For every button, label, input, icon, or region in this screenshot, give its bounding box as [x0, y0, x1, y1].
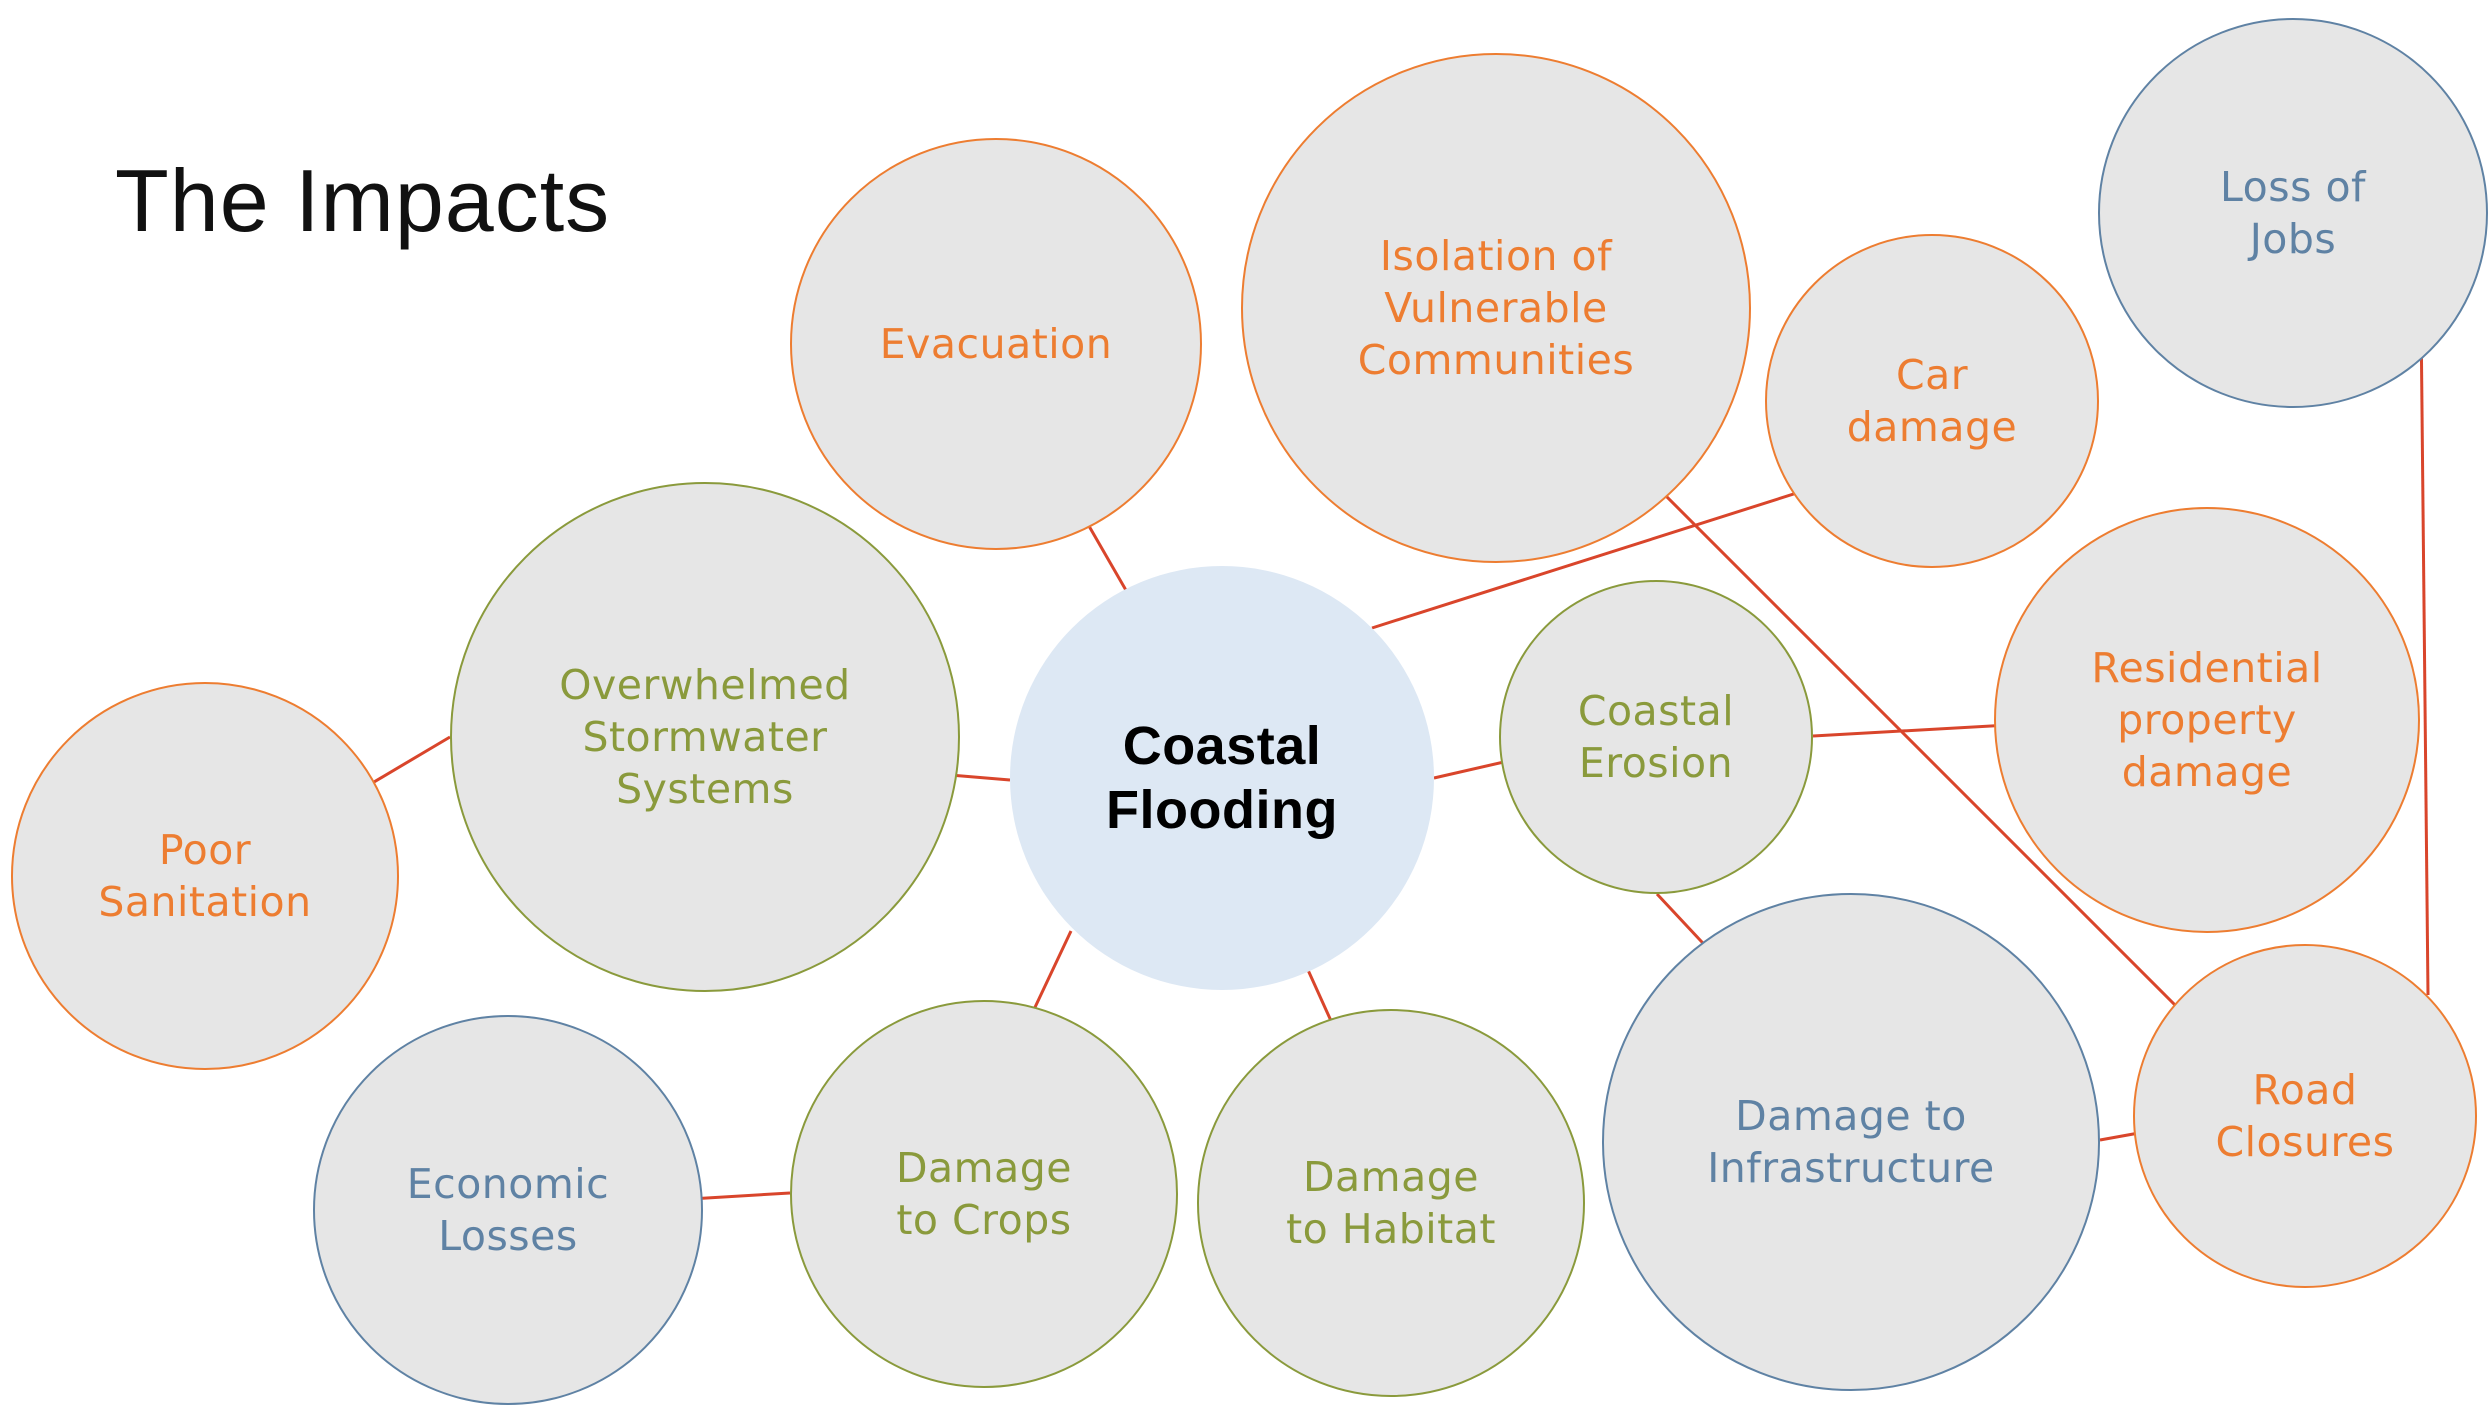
node-economic-losses-label: Economic Losses — [406, 1160, 610, 1260]
node-damage-crops-label: Damage to Crops — [895, 1144, 1072, 1244]
node-car-damage: Car damage — [1765, 234, 2099, 568]
node-coastal-erosion-label: Coastal Erosion — [1577, 687, 1735, 787]
node-economic-losses: Economic Losses — [313, 1015, 703, 1405]
node-damage-habitat-label: Damage to Habitat — [1286, 1153, 1496, 1253]
node-road-closures-label: Road Closures — [2215, 1066, 2395, 1166]
node-coastal-flooding-label: Coastal Flooding — [1106, 716, 1338, 840]
node-overwhelmed-stormwater-systems: Overwhelmed Stormwater Systems — [450, 482, 960, 992]
node-residential-label: Residential property damage — [2091, 644, 2323, 796]
arrow-road-to-jobs — [2410, 309, 2432, 996]
node-loss-of-jobs: Loss of Jobs — [2098, 18, 2488, 408]
node-damage-to-habitat: Damage to Habitat — [1197, 1009, 1585, 1397]
node-poor-sanitation-label: Poor Sanitation — [98, 826, 312, 926]
node-coastal-flooding: Coastal Flooding — [1010, 566, 1434, 990]
node-isolation-vulnerable-communities: Isolation of Vulnerable Communities — [1241, 53, 1751, 563]
node-residential-property-damage: Residential property damage — [1994, 507, 2420, 933]
node-damage-to-crops: Damage to Crops — [790, 1000, 1178, 1388]
node-damage-infrastructure-label: Damage to Infrastructure — [1707, 1092, 1995, 1192]
node-overwhelmed-label: Overwhelmed Stormwater Systems — [559, 661, 851, 813]
node-evacuation: Evacuation — [790, 138, 1202, 550]
node-car-damage-label: Car damage — [1846, 351, 2018, 451]
node-evacuation-label: Evacuation — [879, 320, 1113, 368]
node-poor-sanitation: Poor Sanitation — [11, 682, 399, 1070]
arrow-flooding-to-car-damage — [1371, 480, 1825, 630]
node-loss-of-jobs-label: Loss of Jobs — [2220, 163, 2366, 263]
node-damage-to-infrastructure: Damage to Infrastructure — [1602, 893, 2100, 1391]
node-road-closures: Road Closures — [2133, 944, 2477, 1288]
page-title: The Impacts — [115, 151, 611, 250]
node-isolation-label: Isolation of Vulnerable Communities — [1357, 232, 1635, 384]
node-coastal-erosion: Coastal Erosion — [1499, 580, 1813, 894]
arrow-road-to-isolation — [1628, 458, 2190, 1020]
